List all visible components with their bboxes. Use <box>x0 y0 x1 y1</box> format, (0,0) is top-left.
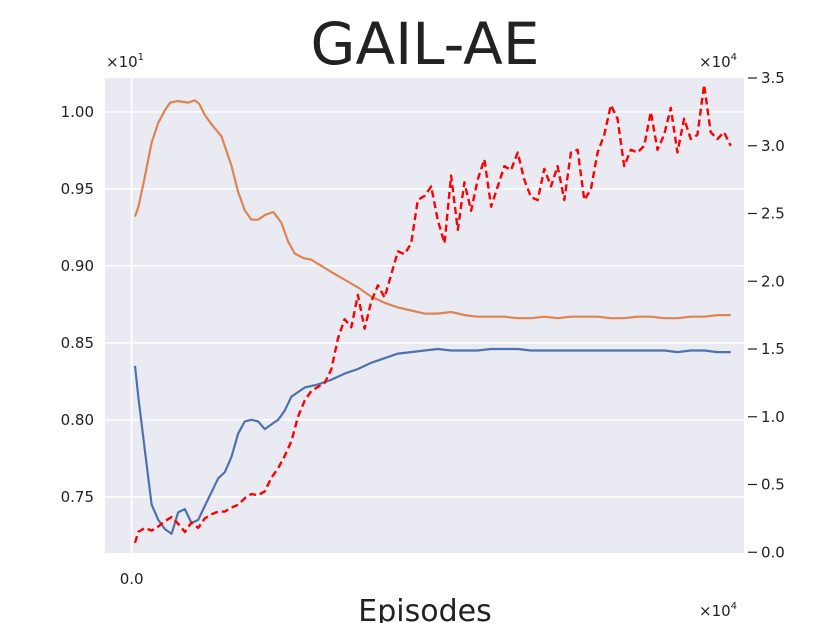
series-line-2 <box>133 347 731 535</box>
right-tick-label: 3.5 <box>761 69 785 87</box>
left-tick-label: 0.85 <box>61 334 94 352</box>
right-tick-label: 1.0 <box>761 408 785 426</box>
left-tick-label: 0.80 <box>61 411 94 429</box>
x-tick-label: 0.0 <box>120 570 144 588</box>
right-tick-label: 2.0 <box>761 272 785 290</box>
right-axis-multiplier: ×104 <box>699 52 737 71</box>
right-tick-label: 1.5 <box>761 340 785 358</box>
left-tick-label: 0.75 <box>61 488 94 506</box>
series-line-3 <box>133 83 732 544</box>
grid <box>105 78 744 553</box>
x-axis-label: Episodes <box>358 594 491 623</box>
ticks-layer: 0.00.20.40.60.80.750.800.850.900.951.000… <box>61 69 785 588</box>
plot-area <box>105 78 744 553</box>
series-line-1 <box>133 99 731 320</box>
left-tick-label: 1.00 <box>61 103 94 121</box>
right-tick-label: 0.5 <box>761 476 785 494</box>
chart-title: GAIL-AE <box>311 10 540 78</box>
x-axis-multiplier: ×104 <box>699 601 737 620</box>
right-tick-label: 2.5 <box>761 205 785 223</box>
left-tick-label: 0.95 <box>61 180 94 198</box>
right-tick-label: 3.0 <box>761 137 785 155</box>
left-axis-multiplier: ×101 <box>106 52 144 71</box>
right-tick-label: 0.0 <box>761 543 785 561</box>
left-tick-label: 0.90 <box>61 257 94 275</box>
series-layer <box>133 83 732 544</box>
